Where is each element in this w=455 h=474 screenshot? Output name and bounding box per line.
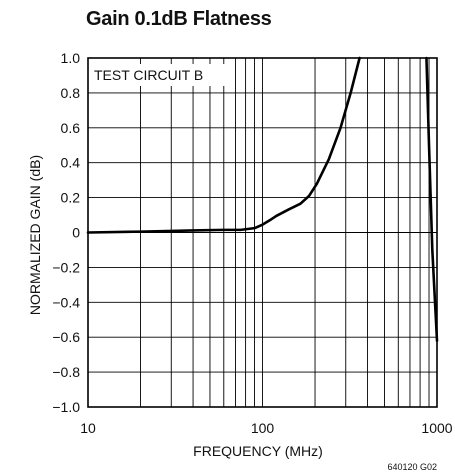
series-line-2 (425, 56, 439, 342)
y-tick-label: −0.2 (52, 259, 80, 275)
y-axis-label: NORMALIZED GAIN (dB) (27, 155, 43, 315)
chart-title: Gain 0.1dB Flatness (86, 8, 272, 30)
y-tick-label: −1.0 (52, 399, 80, 415)
x-axis-label: FREQUENCY (MHz) (193, 443, 323, 459)
x-tick-label: 1000 (421, 420, 452, 436)
figure-code: 640120 G02 (387, 462, 437, 472)
x-tick-labels: 10 100 1000 (80, 420, 453, 436)
y-tick-label: 0.4 (61, 155, 81, 171)
y-tick-label: 0.8 (61, 85, 81, 101)
series-line-1 (86, 56, 361, 234)
y-tick-label: 0.6 (61, 120, 81, 136)
y-tick-label: −0.6 (52, 329, 80, 345)
y-tick-label: 0.2 (61, 190, 81, 206)
x-tick-label: 10 (80, 420, 96, 436)
y-tick-label: −0.4 (52, 294, 80, 310)
y-tick-label: 1.0 (61, 50, 81, 66)
annotation-background (90, 64, 228, 86)
series-group (86, 56, 439, 342)
x-tick-label: 100 (251, 420, 275, 436)
y-tick-label: 0 (72, 225, 80, 241)
y-tick-labels: 1.0 0.8 0.6 0.4 0.2 0 −0.2 −0.4 −0.6 −0.8 −1.0 (52, 50, 80, 415)
y-tick-label: −0.8 (52, 364, 80, 380)
test-circuit-annotation: TEST CIRCUIT B (94, 67, 203, 83)
